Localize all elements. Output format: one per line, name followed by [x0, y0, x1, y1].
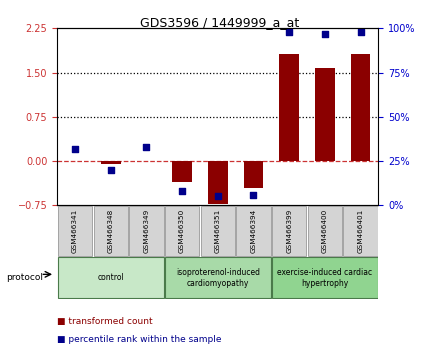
Bar	[101, 161, 121, 164]
Text: control: control	[97, 273, 124, 282]
Bar	[58, 206, 92, 256]
Bar	[244, 161, 263, 188]
Bar	[351, 54, 370, 161]
Bar	[315, 68, 335, 161]
Text: exercise-induced cardiac
hypertrophy: exercise-induced cardiac hypertrophy	[277, 268, 372, 287]
Point	[286, 29, 293, 35]
Text: GSM466399: GSM466399	[286, 209, 292, 253]
Bar	[308, 206, 342, 256]
Bar	[272, 257, 378, 298]
Point	[143, 144, 150, 150]
Bar	[58, 257, 164, 298]
Point	[107, 167, 114, 173]
Bar	[236, 206, 271, 256]
Text: protocol: protocol	[7, 273, 44, 282]
Text: ■ percentile rank within the sample: ■ percentile rank within the sample	[57, 335, 222, 343]
Text: GSM466394: GSM466394	[250, 209, 257, 253]
Point	[72, 146, 79, 152]
Point	[357, 29, 364, 35]
Text: GSM466400: GSM466400	[322, 209, 328, 253]
Bar	[94, 206, 128, 256]
Text: GSM466349: GSM466349	[143, 209, 150, 253]
Text: GSM466350: GSM466350	[179, 209, 185, 253]
Bar	[129, 206, 164, 256]
Text: ■ transformed count: ■ transformed count	[57, 317, 153, 326]
Bar	[172, 161, 192, 182]
Point	[214, 194, 221, 199]
Point	[179, 188, 186, 194]
Bar	[272, 206, 306, 256]
Point	[321, 31, 328, 36]
Text: GDS3596 / 1449999_a_at: GDS3596 / 1449999_a_at	[140, 16, 300, 29]
Bar	[279, 54, 299, 161]
Text: GSM466401: GSM466401	[358, 209, 363, 253]
Text: isoproterenol-induced
cardiomyopathy: isoproterenol-induced cardiomyopathy	[176, 268, 260, 287]
Bar	[165, 257, 271, 298]
Bar	[344, 206, 378, 256]
Bar	[208, 161, 227, 204]
Text: GSM466341: GSM466341	[72, 209, 78, 253]
Bar	[165, 206, 199, 256]
Text: GSM466348: GSM466348	[108, 209, 114, 253]
Bar	[201, 206, 235, 256]
Point	[250, 192, 257, 198]
Text: GSM466351: GSM466351	[215, 209, 221, 253]
